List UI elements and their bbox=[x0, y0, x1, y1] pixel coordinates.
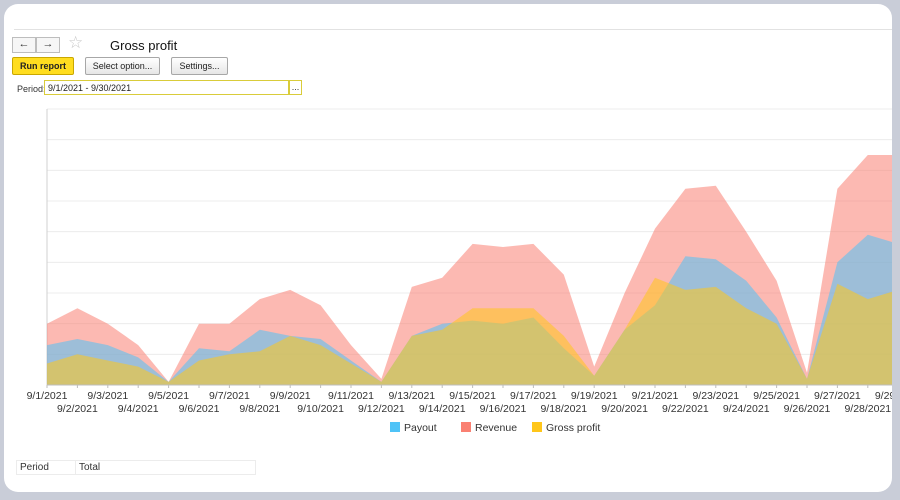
gross-profit-area bbox=[47, 277, 892, 385]
legend-label-revenue: Revenue bbox=[475, 422, 517, 434]
legend-label-gross-profit: Gross profit bbox=[546, 422, 600, 434]
area-chart: 9/1/20219/2/20219/3/20219/4/20219/5/2021… bbox=[27, 108, 892, 434]
x-tick-label: 9/13/2021 bbox=[388, 390, 435, 402]
column-divider bbox=[75, 461, 76, 474]
legend-swatch-payout bbox=[390, 422, 400, 432]
chart-area: 9/1/2021 9/2/2021 9/3/2021 9/4/2021 9/5/2021… bbox=[14, 101, 892, 453]
x-tick-label: 9/2/2021 bbox=[57, 403, 98, 415]
x-tick-label: 9/25/2021 bbox=[753, 390, 800, 402]
x-tick-label: 9/3/2021 bbox=[87, 390, 128, 402]
x-tick-label: 9/9/2021 bbox=[270, 390, 311, 402]
x-tick-label: 9/5/2021 bbox=[148, 390, 189, 402]
x-tick-label: 9/29/2021 bbox=[875, 390, 892, 402]
report-window: ← → ☆ Gross profit Run report Select opt… bbox=[4, 4, 892, 492]
forward-button[interactable]: → bbox=[36, 37, 60, 53]
x-tick-label: 9/7/2021 bbox=[209, 390, 250, 402]
settings-button[interactable]: Settings... bbox=[171, 57, 228, 75]
totals-table: Period Total bbox=[16, 460, 256, 475]
x-tick-label: 9/16/2021 bbox=[480, 403, 527, 415]
period-label: Period: bbox=[17, 84, 46, 94]
legend-swatch-gross-profit bbox=[532, 422, 542, 432]
page-title: Gross profit bbox=[110, 38, 178, 53]
title-divider bbox=[14, 29, 892, 30]
x-tick-label: 9/10/2021 bbox=[297, 403, 344, 415]
select-option-button[interactable]: Select option... bbox=[85, 57, 160, 75]
legend-label-payout: Payout bbox=[404, 422, 437, 434]
x-tick-label: 9/23/2021 bbox=[692, 390, 739, 402]
back-button[interactable]: ← bbox=[12, 37, 36, 53]
x-tick-label: 9/11/2021 bbox=[328, 390, 374, 402]
period-picker-button[interactable]: ... bbox=[289, 80, 302, 95]
x-tick-label: 9/26/2021 bbox=[784, 403, 831, 415]
x-tick-label: 9/15/2021 bbox=[449, 390, 496, 402]
period-input[interactable]: 9/1/2021 - 9/30/2021 bbox=[44, 80, 289, 95]
x-tick-label: 9/18/2021 bbox=[540, 403, 587, 415]
x-tick-label: 9/27/2021 bbox=[814, 390, 861, 402]
x-tick-label: 9/4/2021 bbox=[118, 403, 159, 415]
favorite-star-icon[interactable]: ☆ bbox=[68, 33, 84, 52]
total-column-header: Total bbox=[79, 462, 101, 473]
x-tick-label: 9/8/2021 bbox=[239, 403, 280, 415]
x-tick-label: 9/14/2021 bbox=[419, 403, 466, 415]
x-tick-label: 9/17/2021 bbox=[510, 390, 557, 402]
x-tick-label: 9/21/2021 bbox=[632, 390, 679, 402]
x-tick-label: 9/28/2021 bbox=[844, 403, 891, 415]
x-tick-label: 9/6/2021 bbox=[179, 403, 220, 415]
run-report-button[interactable]: Run report bbox=[12, 57, 74, 75]
x-tick-label: 9/24/2021 bbox=[723, 403, 770, 415]
x-tick-label: 9/1/2021 bbox=[27, 390, 68, 402]
x-tick-label: 9/19/2021 bbox=[571, 390, 618, 402]
legend-swatch-revenue bbox=[461, 422, 471, 432]
x-tick-label: 9/20/2021 bbox=[601, 403, 648, 415]
x-tick-label: 9/22/2021 bbox=[662, 403, 709, 415]
x-tick-label: 9/12/2021 bbox=[358, 403, 405, 415]
period-column-header: Period bbox=[20, 462, 49, 473]
